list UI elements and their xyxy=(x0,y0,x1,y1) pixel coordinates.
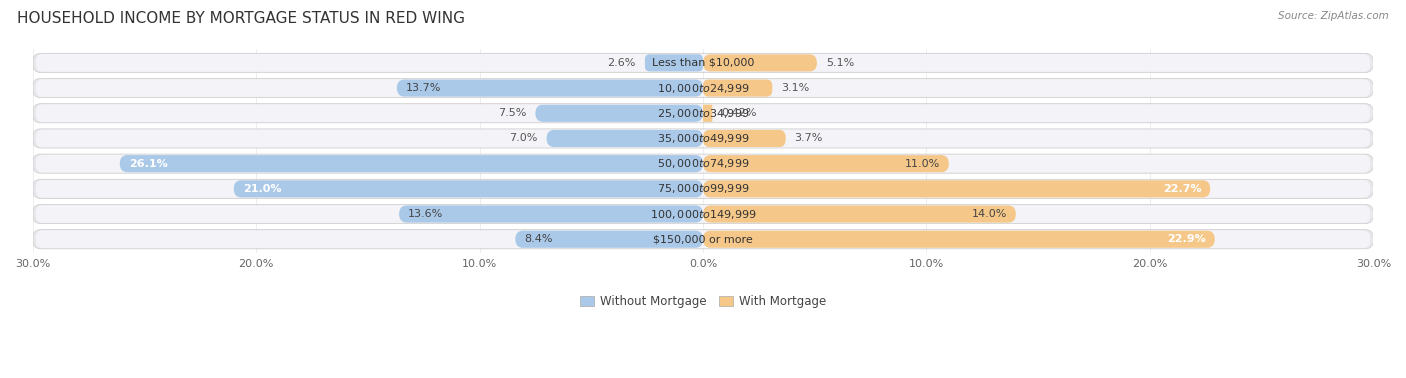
Text: Source: ZipAtlas.com: Source: ZipAtlas.com xyxy=(1278,11,1389,21)
FancyBboxPatch shape xyxy=(32,179,1374,198)
FancyBboxPatch shape xyxy=(703,180,1211,197)
FancyBboxPatch shape xyxy=(703,155,949,172)
Text: HOUSEHOLD INCOME BY MORTGAGE STATUS IN RED WING: HOUSEHOLD INCOME BY MORTGAGE STATUS IN R… xyxy=(17,11,465,26)
Text: $35,000 to $49,999: $35,000 to $49,999 xyxy=(657,132,749,145)
FancyBboxPatch shape xyxy=(703,231,1215,248)
FancyBboxPatch shape xyxy=(37,205,1369,223)
FancyBboxPatch shape xyxy=(515,231,703,248)
Text: 3.1%: 3.1% xyxy=(782,83,810,93)
FancyBboxPatch shape xyxy=(37,54,1369,72)
Text: 11.0%: 11.0% xyxy=(904,159,939,169)
Text: 22.7%: 22.7% xyxy=(1163,184,1201,194)
FancyBboxPatch shape xyxy=(37,130,1369,147)
FancyBboxPatch shape xyxy=(120,155,703,172)
FancyBboxPatch shape xyxy=(703,206,1017,223)
FancyBboxPatch shape xyxy=(32,129,1374,148)
FancyBboxPatch shape xyxy=(396,79,703,97)
Text: $50,000 to $74,999: $50,000 to $74,999 xyxy=(657,157,749,170)
Legend: Without Mortgage, With Mortgage: Without Mortgage, With Mortgage xyxy=(575,290,831,313)
FancyBboxPatch shape xyxy=(645,54,703,71)
FancyBboxPatch shape xyxy=(703,130,786,147)
Text: 0.42%: 0.42% xyxy=(721,108,756,118)
FancyBboxPatch shape xyxy=(32,154,1374,173)
Text: 2.6%: 2.6% xyxy=(607,58,636,68)
FancyBboxPatch shape xyxy=(32,104,1374,123)
FancyBboxPatch shape xyxy=(547,130,703,147)
Text: 26.1%: 26.1% xyxy=(129,159,167,169)
FancyBboxPatch shape xyxy=(703,105,713,122)
Text: 22.9%: 22.9% xyxy=(1167,234,1206,244)
Text: $150,000 or more: $150,000 or more xyxy=(654,234,752,244)
Text: $10,000 to $24,999: $10,000 to $24,999 xyxy=(657,82,749,94)
Text: 8.4%: 8.4% xyxy=(524,234,553,244)
Text: $75,000 to $99,999: $75,000 to $99,999 xyxy=(657,182,749,195)
Text: Less than $10,000: Less than $10,000 xyxy=(652,58,754,68)
FancyBboxPatch shape xyxy=(32,204,1374,224)
Text: 14.0%: 14.0% xyxy=(972,209,1007,219)
FancyBboxPatch shape xyxy=(37,180,1369,198)
FancyBboxPatch shape xyxy=(37,104,1369,122)
Text: 7.0%: 7.0% xyxy=(509,133,537,144)
FancyBboxPatch shape xyxy=(37,231,1369,248)
FancyBboxPatch shape xyxy=(32,53,1374,73)
Text: 5.1%: 5.1% xyxy=(825,58,855,68)
FancyBboxPatch shape xyxy=(536,105,703,122)
Text: $100,000 to $149,999: $100,000 to $149,999 xyxy=(650,208,756,220)
Text: 13.6%: 13.6% xyxy=(408,209,443,219)
Text: 21.0%: 21.0% xyxy=(243,184,281,194)
FancyBboxPatch shape xyxy=(703,54,817,71)
FancyBboxPatch shape xyxy=(37,155,1369,172)
Text: 3.7%: 3.7% xyxy=(794,133,823,144)
FancyBboxPatch shape xyxy=(703,79,772,97)
FancyBboxPatch shape xyxy=(32,230,1374,249)
FancyBboxPatch shape xyxy=(233,180,703,197)
Text: $25,000 to $34,999: $25,000 to $34,999 xyxy=(657,107,749,120)
Text: 7.5%: 7.5% xyxy=(498,108,526,118)
FancyBboxPatch shape xyxy=(399,206,703,223)
FancyBboxPatch shape xyxy=(32,79,1374,98)
FancyBboxPatch shape xyxy=(37,79,1369,97)
Text: 13.7%: 13.7% xyxy=(406,83,441,93)
